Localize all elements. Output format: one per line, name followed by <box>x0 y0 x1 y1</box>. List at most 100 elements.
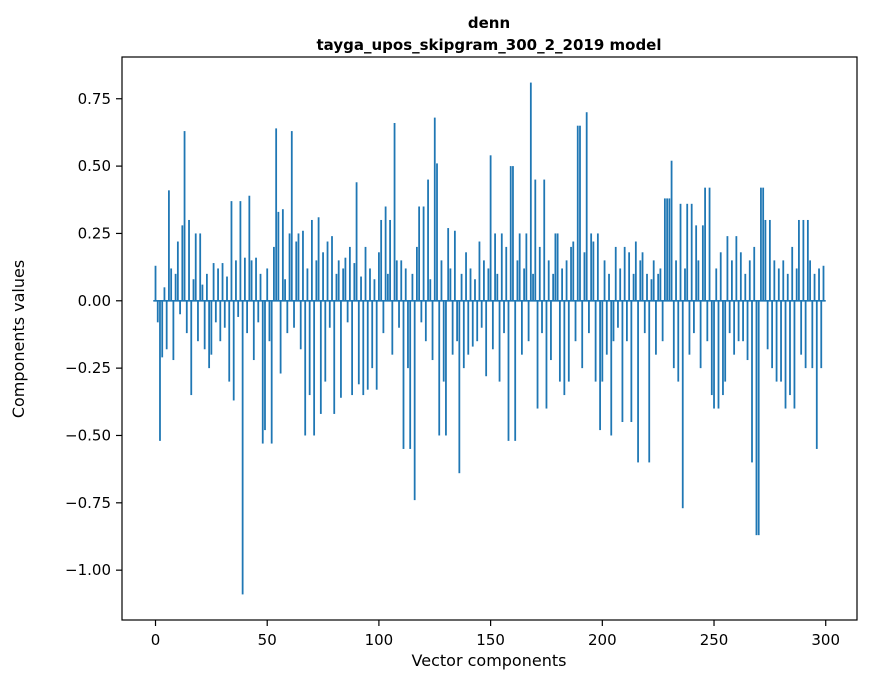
bar <box>393 123 396 301</box>
bar <box>366 300 369 390</box>
bar <box>266 268 269 301</box>
bar <box>259 273 262 301</box>
plot-area <box>121 56 858 621</box>
chart-subtitle: tayga_upos_skipgram_300_2_2019 model <box>317 36 662 54</box>
bar <box>500 233 503 301</box>
bar <box>270 300 273 444</box>
bar <box>672 300 675 369</box>
bar <box>214 300 217 323</box>
bar <box>576 125 579 301</box>
bar <box>619 268 622 301</box>
bar <box>255 257 257 301</box>
bar <box>710 300 713 396</box>
bar <box>652 260 655 301</box>
bar <box>634 241 637 301</box>
bar <box>217 268 219 301</box>
bar <box>219 300 222 342</box>
bar <box>478 241 481 301</box>
bar <box>543 179 546 301</box>
bar <box>373 279 376 301</box>
bar <box>663 198 666 301</box>
bar <box>404 268 407 301</box>
bar <box>480 300 483 328</box>
bar <box>261 300 264 444</box>
bar <box>188 219 190 301</box>
bar <box>364 246 367 301</box>
bar <box>601 300 604 382</box>
bar <box>469 268 472 301</box>
bar <box>226 276 228 301</box>
x-tick-label: 200 <box>588 631 617 649</box>
bar <box>326 241 329 301</box>
bars-group <box>153 82 826 595</box>
x-tick-label: 250 <box>700 631 729 649</box>
bar <box>279 300 282 374</box>
bar <box>820 300 823 369</box>
bar <box>489 155 492 301</box>
bar <box>532 273 534 301</box>
bar <box>780 300 782 382</box>
bar <box>610 300 613 436</box>
bar <box>643 300 646 334</box>
bar <box>570 246 572 301</box>
bar <box>156 300 159 323</box>
bar <box>420 300 423 323</box>
bar <box>228 300 231 382</box>
bar <box>197 300 199 342</box>
bar <box>471 300 474 347</box>
bar <box>521 300 523 355</box>
bar <box>362 300 365 396</box>
bar <box>726 236 729 301</box>
bar <box>675 260 677 301</box>
bar <box>322 252 324 301</box>
bar <box>342 268 345 301</box>
bar <box>355 182 358 301</box>
bar <box>199 233 202 301</box>
bar <box>206 273 208 301</box>
y-tick-label: −0.50 <box>65 426 111 444</box>
bar <box>760 187 762 301</box>
bar <box>628 252 631 301</box>
bar <box>800 300 803 355</box>
bar <box>735 236 738 301</box>
bar <box>252 300 255 361</box>
bar <box>306 268 309 301</box>
bar <box>505 246 508 301</box>
bar <box>335 273 338 301</box>
bar <box>534 179 537 301</box>
bar <box>786 273 789 301</box>
bar <box>541 300 543 334</box>
bar <box>248 195 251 301</box>
bar <box>286 300 289 334</box>
bar <box>203 300 206 350</box>
bar <box>230 201 233 301</box>
bar <box>514 300 517 441</box>
bar <box>360 276 362 301</box>
bar <box>771 300 773 369</box>
bar <box>201 284 204 301</box>
bar <box>527 300 530 342</box>
bar <box>483 260 485 301</box>
bar <box>657 273 660 301</box>
bar <box>277 211 280 301</box>
bar <box>695 225 698 301</box>
bar <box>378 252 380 301</box>
bar <box>192 279 195 301</box>
bar <box>284 279 286 301</box>
bar <box>302 230 304 301</box>
bar <box>556 233 559 301</box>
bar <box>485 300 488 377</box>
bar <box>496 273 499 301</box>
bar <box>174 273 177 301</box>
bar <box>445 300 447 436</box>
chart-title: denn <box>468 14 510 32</box>
bar <box>400 260 403 301</box>
bar <box>588 300 590 334</box>
ticks-group: 0 50 100 150 200 250 300 0.75 0.50 0.25 0.00 −0.25 −… <box>65 90 840 649</box>
bar <box>418 206 421 301</box>
bar <box>529 82 532 301</box>
bar <box>813 273 816 301</box>
bar <box>382 300 385 334</box>
y-tick-label: 0.75 <box>78 90 111 108</box>
bar <box>802 219 805 301</box>
